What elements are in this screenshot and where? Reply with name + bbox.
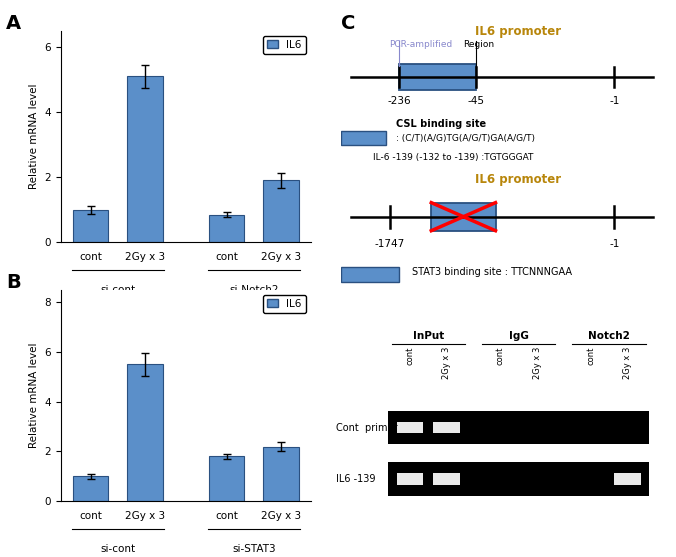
Text: -236: -236: [387, 96, 411, 106]
Text: : (C/T)(A/G)TG(A/G/T)GA(A/G/T): : (C/T)(A/G)TG(A/G/T)GA(A/G/T): [396, 134, 535, 143]
Bar: [431, 203, 496, 231]
Text: IgG: IgG: [509, 331, 529, 341]
Text: si-Notch2: si-Notch2: [229, 285, 279, 295]
Text: A: A: [6, 14, 21, 33]
Text: -1747: -1747: [375, 238, 405, 248]
Text: Notch2: Notch2: [588, 331, 630, 341]
Bar: [388, 411, 649, 444]
Text: si-STAT3: si-STAT3: [232, 544, 276, 554]
Text: -45: -45: [468, 96, 485, 106]
Text: IL6 promoter: IL6 promoter: [475, 173, 561, 186]
Text: 2Gy x 3: 2Gy x 3: [442, 346, 451, 379]
Bar: [397, 422, 423, 433]
Text: IL6 -139: IL6 -139: [336, 474, 376, 484]
Legend: IL6: IL6: [263, 36, 306, 54]
Text: -1: -1: [609, 96, 619, 106]
Bar: [73, 210, 108, 242]
Text: 2Gy x 3: 2Gy x 3: [533, 346, 541, 379]
Text: Region: Region: [464, 40, 495, 48]
Bar: [209, 214, 244, 242]
Y-axis label: Relative mRNA level: Relative mRNA level: [29, 84, 39, 189]
Text: 2Gy x 3: 2Gy x 3: [623, 346, 632, 379]
Text: CSL binding site: CSL binding site: [396, 119, 486, 129]
Text: si-cont: si-cont: [100, 544, 135, 554]
Text: B: B: [6, 273, 20, 292]
Bar: [397, 473, 423, 485]
Text: Cont  primer: Cont primer: [336, 423, 397, 433]
Bar: [264, 180, 299, 242]
Bar: [341, 131, 387, 145]
Text: IL6 promoter: IL6 promoter: [475, 25, 561, 38]
Bar: [614, 473, 641, 485]
Text: STAT3 binding site : TTCNNNGAA: STAT3 binding site : TTCNNNGAA: [412, 267, 572, 277]
Y-axis label: Relative mRNA level: Relative mRNA level: [29, 343, 39, 448]
Bar: [128, 76, 163, 242]
Bar: [433, 473, 460, 485]
Text: -1: -1: [609, 238, 619, 248]
Bar: [73, 476, 108, 501]
Text: cont: cont: [496, 346, 505, 365]
Bar: [341, 267, 399, 282]
Text: PCR-amplified: PCR-amplified: [389, 40, 453, 48]
Legend: IL6: IL6: [263, 295, 306, 313]
Bar: [388, 462, 649, 496]
Text: C: C: [341, 14, 356, 33]
Bar: [209, 457, 244, 501]
Text: cont: cont: [586, 346, 595, 365]
Bar: [128, 364, 163, 501]
Text: IL-6 -139 (-132 to -139) :TGTGGGAT: IL-6 -139 (-132 to -139) :TGTGGGAT: [373, 153, 534, 162]
Bar: [433, 422, 460, 433]
Text: cont: cont: [406, 346, 414, 365]
Bar: [399, 64, 476, 90]
Text: InPut: InPut: [412, 331, 444, 341]
Bar: [264, 447, 299, 501]
Text: si-cont: si-cont: [100, 285, 135, 295]
